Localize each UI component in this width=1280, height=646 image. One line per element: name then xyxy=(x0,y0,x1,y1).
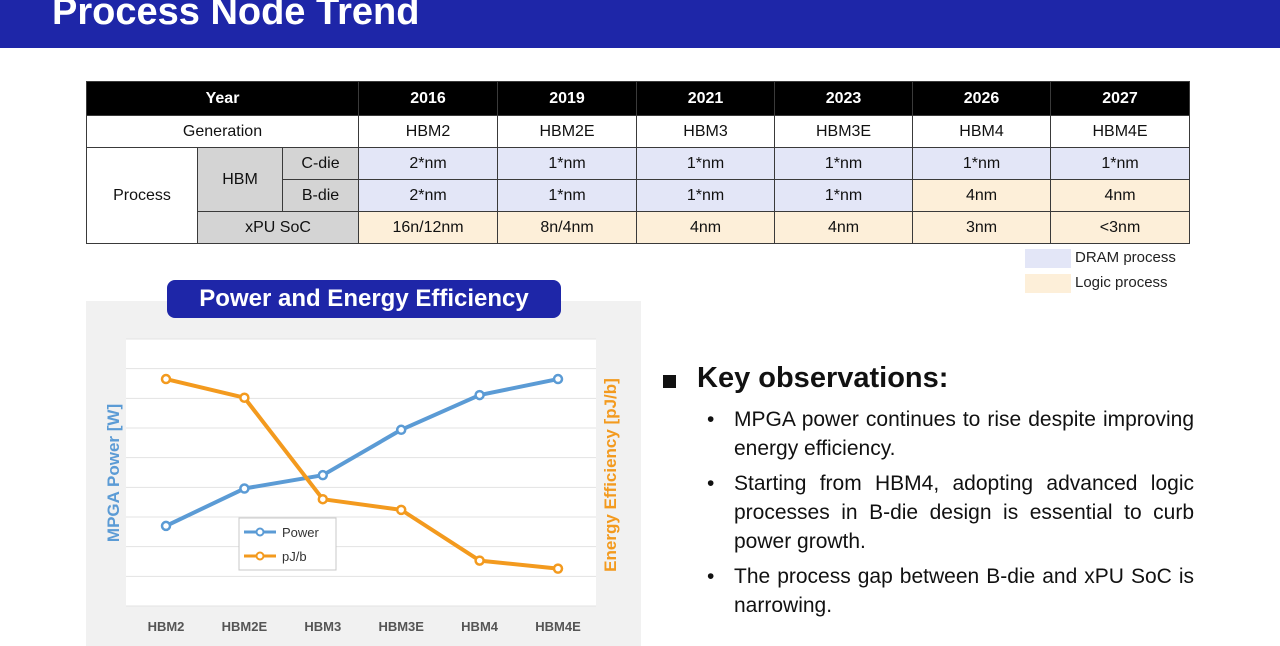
chart-legend: Power pJ/b xyxy=(238,517,337,571)
y2-axis-label: Energy Efficiency [pJ/b] xyxy=(601,378,620,572)
b-die-cell: 4nm xyxy=(912,179,1052,212)
year-cell: 2021 xyxy=(636,81,776,116)
xpu-cell: 4nm xyxy=(636,211,776,244)
hbm-label: HBM xyxy=(197,147,283,212)
process-label: Process xyxy=(86,147,198,244)
generation-cell: HBM3E xyxy=(774,115,914,148)
b-die-cell: 2*nm xyxy=(358,179,499,212)
data-point-power xyxy=(474,389,485,401)
x-tick-label: HBM2E xyxy=(222,619,268,634)
bullet-icon: • xyxy=(707,565,715,588)
square-bullet-icon xyxy=(663,375,676,388)
xpu-cell: 8n/4nm xyxy=(497,211,638,244)
xpu-cell: 4nm xyxy=(774,211,914,244)
generation-cell: HBM4E xyxy=(1050,115,1191,148)
data-point-pjb xyxy=(160,373,172,385)
b-die-cell: 1*nm xyxy=(774,179,914,212)
xpu-label: xPU SoC xyxy=(196,211,360,244)
c-die-cell: 1*nm xyxy=(497,147,638,180)
xpu-cell: 3nm xyxy=(912,211,1052,244)
year-cell: 2016 xyxy=(358,81,499,116)
b-die-cell: 1*nm xyxy=(497,179,638,212)
c-die-label: C-die xyxy=(281,147,360,180)
c-die-cell: 1*nm xyxy=(774,147,914,180)
x-tick-label: HBM2 xyxy=(148,619,185,634)
b-die-row: B-die 2*nm 1*nm 1*nm 1*nm 4nm 4nm xyxy=(87,179,1191,212)
data-point-power xyxy=(552,373,564,385)
bullet-icon: • xyxy=(707,472,715,495)
generation-cell: HBM2E xyxy=(497,115,638,148)
title-bar: Process Node Trend xyxy=(0,0,1280,48)
xpu-row: xPU SoC 16n/12nm 8n/4nm 4nm 4nm 3nm <3nm xyxy=(87,211,1191,244)
logic-legend-swatch xyxy=(1025,274,1071,293)
dram-legend-label: DRAM process xyxy=(1075,249,1176,266)
observation-item: • Starting from HBM4, adopting advanced l… xyxy=(707,469,1194,556)
generation-label: Generation xyxy=(85,115,360,148)
xpu-cell: 16n/12nm xyxy=(358,211,499,244)
c-die-cell: 1*nm xyxy=(1050,147,1191,180)
data-point-power xyxy=(317,469,329,481)
observation-text: The process gap between B-die and xPU So… xyxy=(734,565,1194,617)
year-cell: 2019 xyxy=(497,81,638,116)
observation-text: MPGA power continues to rise despite imp… xyxy=(734,408,1194,460)
x-tick-label: HBM3E xyxy=(378,619,424,634)
data-point-power xyxy=(239,483,250,494)
chart-title: Power and Energy Efficiency xyxy=(167,280,561,318)
year-label: Year xyxy=(85,81,360,116)
bullet-icon: • xyxy=(707,408,715,431)
xpu-cell: <3nm xyxy=(1050,211,1191,244)
b-die-cell: 1*nm xyxy=(636,179,776,212)
data-point-pjb xyxy=(474,555,485,566)
data-point-pjb xyxy=(395,504,407,516)
grid-lines xyxy=(126,338,596,607)
legend-pjb: pJ/b xyxy=(282,549,307,564)
page-title: Process Node Trend xyxy=(52,0,420,33)
logic-legend-label: Logic process xyxy=(1075,274,1168,291)
b-die-cell: 4nm xyxy=(1050,179,1191,212)
legend-power: Power xyxy=(282,525,320,540)
observation-item: • MPGA power continues to rise despite im… xyxy=(707,405,1194,463)
data-point-pjb xyxy=(239,392,250,403)
generation-row: Generation HBM2 HBM2E HBM3 HBM3E HBM4 HB… xyxy=(85,115,1191,148)
year-cell: 2027 xyxy=(1050,81,1191,116)
observation-item: • The process gap between B-die and xPU S… xyxy=(707,562,1194,620)
y-axis-label: MPGA Power [W] xyxy=(104,404,123,542)
c-die-cell: 1*nm xyxy=(912,147,1052,180)
data-point-power xyxy=(160,520,172,532)
dram-legend-swatch xyxy=(1025,249,1071,268)
data-point-pjb xyxy=(317,493,329,505)
c-die-cell: 2*nm xyxy=(358,147,499,180)
power-efficiency-chart: HBM2 HBM2E HBM3 HBM3E HBM4 HBM4E MPGA Power [… xyxy=(104,338,620,634)
plot-area xyxy=(126,339,596,606)
x-tick-label: HBM3 xyxy=(304,619,341,634)
process-table: Year 2016 2019 2021 2023 2026 2027 Gener… xyxy=(85,81,1191,244)
observations-title: Key observations: xyxy=(697,362,949,394)
generation-cell: HBM3 xyxy=(636,115,776,148)
c-die-row: Process HBM C-die 2*nm 1*nm 1*nm 1*nm 1*… xyxy=(86,147,1191,244)
year-cell: 2026 xyxy=(912,81,1052,116)
x-tick-label: HBM4 xyxy=(461,619,499,634)
series-lines xyxy=(165,377,559,571)
observations-list: • MPGA power continues to rise despite im… xyxy=(707,405,1194,626)
x-axis-ticks: HBM2 HBM2E HBM3 HBM3E HBM4 HBM4E xyxy=(148,619,581,634)
series-points xyxy=(160,373,564,574)
series-line-power xyxy=(165,377,559,528)
year-cell: 2023 xyxy=(774,81,914,116)
observation-text: Starting from HBM4, adopting advanced lo… xyxy=(734,472,1194,553)
year-row: Year 2016 2019 2021 2023 2026 2027 xyxy=(85,81,1191,116)
x-tick-label: HBM4E xyxy=(535,619,581,634)
generation-cell: HBM2 xyxy=(358,115,499,148)
b-die-label: B-die xyxy=(281,179,360,212)
data-point-pjb xyxy=(552,563,564,574)
c-die-cell: 1*nm xyxy=(636,147,776,180)
series-line-pjb xyxy=(165,377,559,571)
generation-cell: HBM4 xyxy=(912,115,1052,148)
data-point-power xyxy=(395,424,407,436)
